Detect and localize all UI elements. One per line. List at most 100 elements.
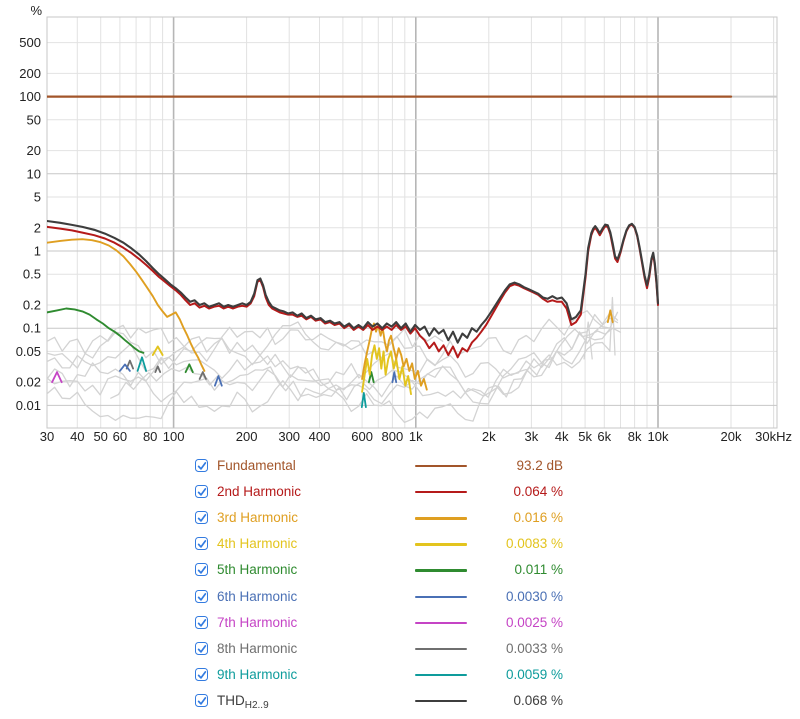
legend-label-thd: THDH2..9 xyxy=(217,692,269,711)
x-tick-label: 4k xyxy=(555,429,569,444)
legend-label-harmonic-7: 7th Harmonic xyxy=(217,614,298,630)
legend-checkbox-harmonic-9[interactable] xyxy=(195,667,208,681)
x-tick-label: 10k xyxy=(648,429,669,444)
legend-line-swatch-harmonic-4 xyxy=(415,543,467,546)
y-tick-label: 10 xyxy=(27,166,41,181)
legend-label-harmonic-8: 8th Harmonic xyxy=(217,640,298,656)
y-tick-label: 0.01 xyxy=(16,398,41,413)
legend-line-swatch-thd xyxy=(415,699,467,703)
legend-checkbox-fundamental[interactable] xyxy=(195,459,208,472)
checkmark-icon xyxy=(197,566,207,575)
noise-floor-curve xyxy=(47,341,611,405)
legend-row-fundamental: Fundamental 93.2 dB xyxy=(0,456,800,476)
checkmark-icon xyxy=(197,488,207,496)
legend-value-harmonic-2: 0.064 % xyxy=(513,484,563,500)
legend-row-harmonic-7: 7th Harmonic 0.0025 % xyxy=(0,613,800,633)
legend-checkbox-harmonic-4[interactable] xyxy=(195,537,208,551)
legend-value-harmonic-9: 0.0059 % xyxy=(505,666,563,682)
y-tick-label: 0.05 xyxy=(16,344,41,359)
legend-row-harmonic-4: 4th Harmonic 0.0083 % xyxy=(0,534,800,554)
legend-label-harmonic-2: 2nd Harmonic xyxy=(217,484,302,500)
legend-checkbox-harmonic-5[interactable] xyxy=(195,563,208,577)
y-tick-label: 50 xyxy=(27,112,41,127)
legend-label-harmonic-9: 9th Harmonic xyxy=(217,666,298,682)
curve-harmonic-7 xyxy=(51,371,63,384)
curve-harmonic-5 xyxy=(367,371,375,384)
legend-label-harmonic-6: 6th Harmonic xyxy=(217,588,298,604)
curve-harmonic-4 xyxy=(151,345,164,356)
legend-checkbox-harmonic-2[interactable] xyxy=(195,485,208,499)
legend-line-swatch-harmonic-6 xyxy=(415,595,467,598)
x-tick-label: 400 xyxy=(309,429,331,444)
x-tick-label: 6k xyxy=(597,429,611,444)
legend-value-harmonic-6: 0.0030 % xyxy=(505,588,563,604)
legend-label-fundamental: Fundamental xyxy=(217,458,296,473)
x-tick-label: 1k xyxy=(409,429,423,444)
legend-row-harmonic-6: 6th Harmonic 0.0030 % xyxy=(0,587,800,607)
curve-harmonic-5 xyxy=(184,363,194,374)
checkmark-icon xyxy=(197,540,207,549)
legend-line-swatch-harmonic-5 xyxy=(415,569,467,572)
legend-label-harmonic-5: 5th Harmonic xyxy=(217,562,298,578)
y-tick-label: 500 xyxy=(19,35,41,50)
curve-harmonic-8 xyxy=(198,371,207,380)
y-tick-label: 5 xyxy=(34,190,41,205)
x-tick-label: 2k xyxy=(482,429,496,444)
y-tick-label: 0.02 xyxy=(16,375,41,390)
noise-floor-curve xyxy=(47,317,619,424)
y-tick-label: 2 xyxy=(34,220,41,235)
x-tick-label: 600 xyxy=(351,429,373,444)
legend-line-swatch-harmonic-9 xyxy=(415,673,467,677)
curve-harmonic-8 xyxy=(125,359,134,370)
legend-checkbox-harmonic-6[interactable] xyxy=(195,589,208,603)
curve-harmonic-5 xyxy=(47,307,145,354)
y-tick-label: 200 xyxy=(19,66,41,81)
legend-value-fundamental: 93.2 dB xyxy=(516,458,563,473)
noise-floor-curve xyxy=(583,321,593,360)
curve-harmonic-3 xyxy=(47,238,206,372)
legend-checkbox-thd[interactable] xyxy=(195,693,208,707)
x-tick-label: 30 xyxy=(40,429,54,444)
legend-line-swatch-harmonic-7 xyxy=(415,621,467,624)
noise-floor-curve xyxy=(110,327,622,401)
legend-row-harmonic-8: 8th Harmonic 0.0033 % xyxy=(0,639,800,659)
legend-row-harmonic-9: 9th Harmonic 0.0059 % xyxy=(0,665,800,685)
legend-checkbox-harmonic-7[interactable] xyxy=(195,615,208,629)
checkmark-icon xyxy=(197,618,207,627)
noise-floor-curve xyxy=(47,328,611,398)
legend-label-harmonic-3: 3rd Harmonic xyxy=(217,510,299,526)
legend-value-harmonic-8: 0.0033 % xyxy=(505,640,563,656)
y-tick-label: 100 xyxy=(19,89,41,104)
x-tick-label: 30kHz xyxy=(755,429,792,444)
legend-checkbox-harmonic-8[interactable] xyxy=(195,641,208,655)
plot-border xyxy=(46,16,778,429)
legend-label-subscript: H2..9 xyxy=(244,699,269,711)
noise-floor-curve xyxy=(47,310,619,369)
y-tick-label: 1 xyxy=(34,244,41,259)
x-tick-label: 8k xyxy=(628,429,642,444)
x-tick-label: 60 xyxy=(113,429,127,444)
x-tick-label: 80 xyxy=(143,429,157,444)
curve-harmonic-3 xyxy=(606,309,614,324)
curve-harmonic-8 xyxy=(154,365,162,373)
legend-label-harmonic-4: 4th Harmonic xyxy=(217,536,298,552)
legend-row-harmonic-5: 5th Harmonic 0.011 % xyxy=(0,560,800,580)
y-tick-label: 0.5 xyxy=(23,267,41,282)
checkmark-icon xyxy=(197,462,207,470)
x-tick-label: 3k xyxy=(525,429,539,444)
y-tick-label: 0.2 xyxy=(23,298,41,313)
curve-harmonic-9 xyxy=(136,356,147,372)
checkmark-icon xyxy=(197,514,207,522)
x-tick-label: 100 xyxy=(163,429,185,444)
x-tick-label: 200 xyxy=(236,429,258,444)
legend-line-swatch-harmonic-8 xyxy=(415,647,467,651)
curve-harmonic-6 xyxy=(214,375,223,387)
x-tick-label: 300 xyxy=(278,429,300,444)
y-tick-label: 20 xyxy=(27,143,41,158)
legend-row-harmonic-2: 2nd Harmonic 0.064 % xyxy=(0,482,800,502)
legend: Fundamental 93.2 dB 2nd Harmonic 0.064 % 3rd… xyxy=(0,450,800,719)
legend-value-thd: 0.068 % xyxy=(513,692,563,708)
checkmark-icon xyxy=(197,644,207,653)
legend-checkbox-harmonic-3[interactable] xyxy=(195,511,208,525)
distortion-plot: 500 200 100 50 20 10 5 2 1 0.5 0.2 0.1 0.05 0.02 0.01 3… xyxy=(16,16,792,444)
